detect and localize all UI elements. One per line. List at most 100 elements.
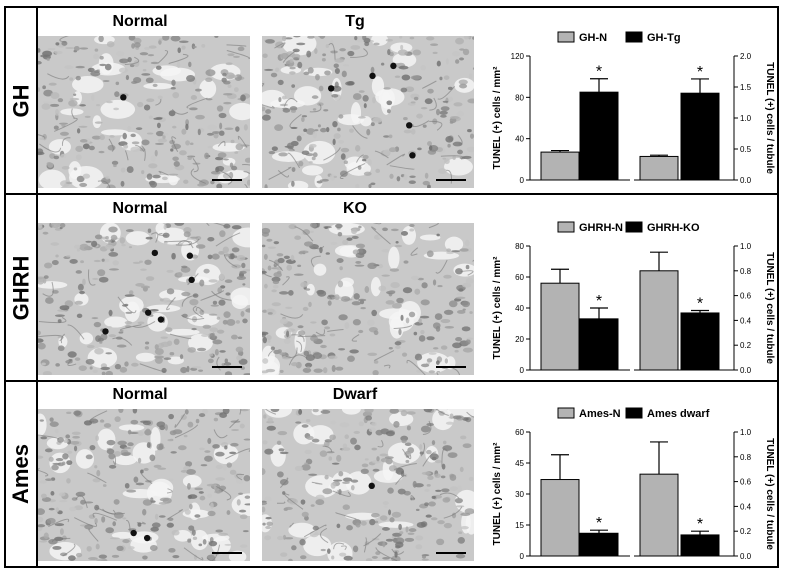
row-divider-1 bbox=[4, 193, 779, 195]
micrograph-ghrh-normal bbox=[38, 223, 250, 375]
tick-label: 40 bbox=[515, 135, 524, 144]
significance-marker: * bbox=[697, 295, 703, 312]
bar bbox=[579, 91, 619, 181]
bar bbox=[540, 282, 580, 371]
micrograph-ames-dwarf bbox=[262, 409, 474, 561]
tick-label: 20 bbox=[515, 335, 524, 344]
legend: GHRH-N GHRH-KO bbox=[557, 221, 700, 234]
tick-label: 1.0 bbox=[740, 242, 752, 251]
bar bbox=[639, 270, 679, 371]
y-axis-label: TUNEL (+) cells / tubule bbox=[764, 252, 775, 364]
tick-label: 80 bbox=[515, 242, 524, 251]
tunel-positive-cell bbox=[409, 152, 416, 159]
panel-title-ghrh-ko: KO bbox=[343, 200, 367, 217]
legend-label: GHRH-KO bbox=[647, 222, 700, 234]
chart-ghrh: GHRH-N GHRH-KO 0 20 40 60 80 TUNEL (+) cells / … bbox=[484, 214, 779, 384]
panel-per-mm2: 0 40 80 120 TUNEL (+) cells / mm² * bbox=[492, 52, 630, 185]
tunel-positive-cell bbox=[120, 94, 127, 101]
bar bbox=[639, 155, 679, 181]
legend-swatch bbox=[557, 31, 575, 43]
chart-gh: GH-N GH-Tg 0 40 80 120 TUNEL (+) cells / mm² * 0… bbox=[484, 24, 779, 194]
bar bbox=[680, 534, 720, 557]
tick-label: 0 bbox=[520, 176, 525, 185]
micrograph-ghrh-ko bbox=[262, 223, 474, 375]
row-divider-2 bbox=[4, 380, 779, 382]
legend-swatch bbox=[625, 221, 643, 233]
tick-label: 0.2 bbox=[740, 527, 752, 536]
tick-label: 0.0 bbox=[740, 552, 752, 561]
tick-label: 0.0 bbox=[740, 366, 752, 375]
tick-label: 0.6 bbox=[740, 478, 752, 487]
row-label-ghrh: GHRH bbox=[8, 255, 33, 320]
tunel-positive-cell bbox=[143, 534, 151, 542]
panel-title-gh-normal: Normal bbox=[112, 13, 168, 30]
tick-label: 2.0 bbox=[740, 52, 752, 61]
panel-per-tubule: 0.0 0.5 1.0 1.5 2.0 TUNEL (+) cells / tubule * bbox=[634, 52, 775, 185]
tick-label: 1.0 bbox=[740, 114, 752, 123]
row-label-ames: Ames bbox=[8, 444, 34, 504]
significance-marker: * bbox=[596, 515, 602, 532]
tunel-positive-cell bbox=[151, 249, 159, 257]
scale-bar bbox=[436, 552, 466, 554]
tick-label: 1.0 bbox=[740, 428, 752, 437]
tick-label: 0.0 bbox=[740, 176, 752, 185]
scale-bar bbox=[212, 179, 242, 181]
panel-per-tubule: 0.0 0.2 0.4 0.6 0.8 1.0 TUNEL (+) cells / tubu… bbox=[634, 428, 775, 561]
bar bbox=[540, 479, 580, 557]
tick-label: 0.4 bbox=[740, 502, 752, 511]
tick-label: 0.6 bbox=[740, 292, 752, 301]
legend-swatch bbox=[557, 221, 575, 233]
bar bbox=[579, 532, 619, 557]
micrograph-gh-tg bbox=[262, 36, 474, 188]
panel-per-mm2: 0 15 30 45 60 TUNEL (+) cells / mm² * bbox=[492, 428, 630, 561]
micrograph-gh-normal bbox=[38, 36, 250, 188]
scale-bar bbox=[436, 366, 466, 368]
legend-label: Ames-N bbox=[579, 408, 621, 420]
scale-bar bbox=[212, 552, 242, 554]
tick-label: 0 bbox=[520, 366, 525, 375]
y-axis-label: TUNEL (+) cells / tubule bbox=[764, 62, 775, 174]
legend-swatch bbox=[625, 31, 643, 43]
tick-label: 0.5 bbox=[740, 145, 752, 154]
significance-marker: * bbox=[697, 516, 703, 533]
tick-label: 45 bbox=[515, 459, 524, 468]
bar bbox=[680, 312, 720, 371]
tick-label: 120 bbox=[511, 52, 525, 61]
tick-label: 0.4 bbox=[740, 316, 752, 325]
bar bbox=[579, 318, 619, 371]
y-axis-label: TUNEL (+) cells / mm² bbox=[492, 442, 503, 546]
tunel-positive-cell bbox=[369, 72, 376, 80]
legend-label: GH-Tg bbox=[647, 32, 681, 44]
tick-label: 0 bbox=[520, 552, 525, 561]
micrograph-ames-normal bbox=[38, 409, 250, 561]
tick-label: 30 bbox=[515, 490, 524, 499]
tick-label: 15 bbox=[515, 521, 524, 530]
tick-label: 80 bbox=[515, 93, 524, 102]
tick-label: 1.5 bbox=[740, 83, 752, 92]
legend-swatch bbox=[625, 407, 643, 419]
significance-marker: * bbox=[596, 64, 602, 81]
tunel-positive-cell bbox=[102, 328, 109, 335]
y-axis-label: TUNEL (+) cells / mm² bbox=[492, 256, 503, 360]
legend: GH-N GH-Tg bbox=[557, 31, 681, 44]
significance-marker: * bbox=[697, 64, 703, 81]
legend-label: GHRH-N bbox=[579, 222, 623, 234]
panel-title-gh-tg: Tg bbox=[345, 13, 365, 30]
legend: Ames-N Ames dwarf bbox=[557, 407, 710, 420]
tunel-positive-cell bbox=[157, 316, 165, 323]
tick-label: 60 bbox=[515, 428, 524, 437]
tick-label: 60 bbox=[515, 273, 524, 282]
scale-bar bbox=[436, 179, 466, 181]
label-column-divider bbox=[36, 6, 38, 568]
tunel-positive-cell bbox=[130, 529, 137, 537]
bar bbox=[540, 151, 580, 181]
legend-label: GH-N bbox=[579, 32, 607, 44]
legend-label: Ames dwarf bbox=[647, 408, 710, 420]
tick-label: 40 bbox=[515, 304, 524, 313]
y-axis-label: TUNEL (+) cells / tubule bbox=[764, 438, 775, 550]
tick-label: 0.8 bbox=[740, 453, 752, 462]
significance-marker: * bbox=[596, 293, 602, 310]
legend-swatch bbox=[557, 407, 575, 419]
bar bbox=[639, 473, 679, 557]
scale-bar bbox=[212, 366, 242, 368]
